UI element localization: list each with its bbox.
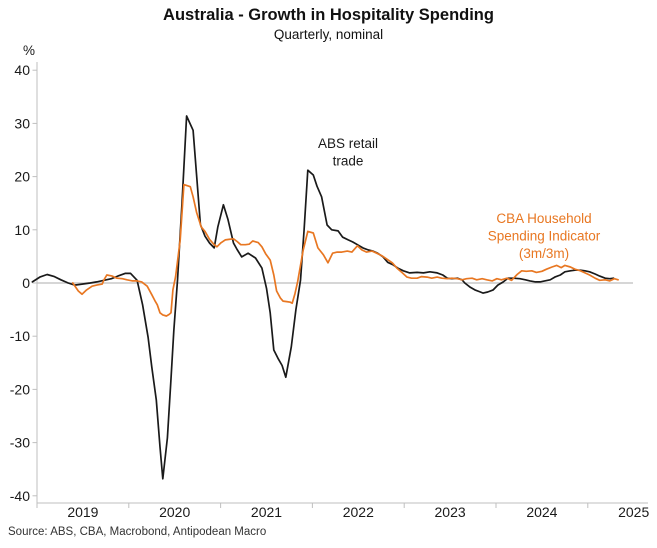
series-line-cba-hsi: [71, 183, 619, 317]
y-tick-label: -10: [10, 328, 30, 344]
y-tick-label: -30: [10, 435, 30, 451]
source-note: Source: ABS, CBA, Macrobond, Antipodean …: [8, 526, 267, 538]
x-tick-label: 2020: [159, 504, 190, 520]
x-tick-label: 2022: [343, 504, 374, 520]
y-tick-label: 20: [14, 169, 30, 185]
y-tick-label: -20: [10, 381, 30, 397]
x-tick-label: 2021: [251, 504, 282, 520]
annotation-abs: ABS retail: [318, 136, 378, 151]
annotation-cba: Spending Indicator: [488, 229, 601, 244]
y-tick-label: -40: [10, 488, 30, 504]
x-tick-label: 2025: [618, 504, 649, 520]
annotation-abs: trade: [333, 154, 364, 169]
x-tick-label: 2023: [435, 504, 466, 520]
chart-subtitle: Quarterly, nominal: [273, 27, 384, 42]
series-line-abs-retail-trade: [31, 115, 615, 480]
y-tick-label: 30: [14, 115, 30, 131]
y-tick-label: 10: [14, 222, 30, 238]
x-tick-label: 2024: [526, 504, 557, 520]
y-axis-unit-label: %: [23, 43, 35, 58]
chart-title: Australia - Growth in Hospitality Spendi…: [163, 6, 494, 24]
y-tick-label: 0: [22, 275, 30, 291]
annotation-cba: CBA Household: [496, 211, 591, 226]
annotation-cba: (3m/3m): [519, 246, 569, 261]
x-tick-label: 2019: [67, 504, 98, 520]
y-tick-label: 40: [14, 62, 30, 78]
